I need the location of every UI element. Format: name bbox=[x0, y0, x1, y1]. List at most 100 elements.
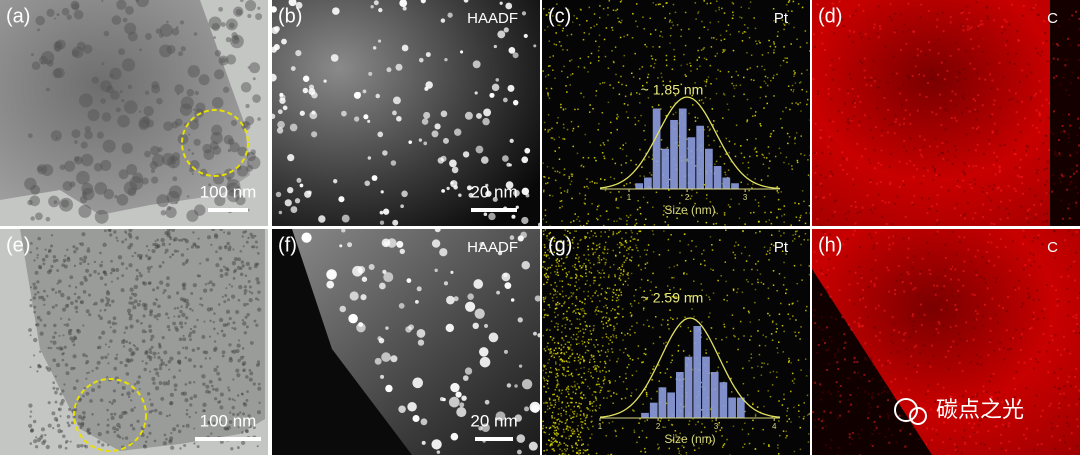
speck bbox=[740, 145, 742, 147]
speck bbox=[248, 425, 252, 429]
speck bbox=[861, 206, 864, 209]
speck bbox=[75, 310, 79, 314]
speck bbox=[848, 73, 851, 76]
speck bbox=[571, 446, 574, 449]
speck bbox=[569, 277, 572, 280]
speck bbox=[857, 95, 860, 98]
speck bbox=[236, 343, 241, 348]
speck bbox=[768, 219, 771, 221]
speck bbox=[547, 94, 549, 97]
speck bbox=[232, 378, 235, 381]
speck bbox=[141, 281, 146, 285]
speck bbox=[555, 293, 557, 295]
speck bbox=[216, 332, 219, 335]
speck bbox=[739, 16, 741, 18]
speck bbox=[620, 272, 622, 275]
speck bbox=[571, 241, 574, 244]
speck bbox=[114, 322, 118, 325]
speck bbox=[982, 35, 985, 38]
speck bbox=[589, 330, 592, 332]
speck bbox=[977, 45, 980, 48]
speck bbox=[120, 339, 126, 345]
speck bbox=[235, 368, 240, 373]
speck bbox=[584, 298, 586, 301]
speck bbox=[717, 69, 719, 71]
speck bbox=[164, 248, 169, 253]
speck bbox=[847, 323, 850, 326]
speck bbox=[557, 303, 559, 306]
speck bbox=[588, 361, 591, 364]
speck bbox=[156, 194, 170, 208]
speck bbox=[863, 76, 866, 79]
speck bbox=[757, 260, 759, 263]
speck bbox=[92, 303, 95, 306]
speck bbox=[568, 374, 570, 376]
speck bbox=[739, 84, 742, 86]
speck bbox=[567, 454, 570, 455]
speck bbox=[611, 351, 614, 353]
speck bbox=[592, 253, 594, 256]
speck bbox=[1045, 167, 1048, 170]
speck bbox=[186, 248, 189, 251]
speck bbox=[202, 402, 207, 408]
speck bbox=[1039, 203, 1042, 206]
speck bbox=[560, 200, 562, 203]
speck bbox=[905, 99, 908, 102]
speck bbox=[1060, 131, 1063, 134]
speck bbox=[725, 137, 728, 140]
speck bbox=[571, 197, 573, 200]
speck bbox=[159, 33, 164, 38]
speck bbox=[576, 452, 579, 455]
speck bbox=[1059, 154, 1062, 157]
speck bbox=[612, 87, 615, 89]
speck bbox=[542, 218, 545, 221]
speck bbox=[884, 45, 887, 48]
speck bbox=[876, 242, 879, 245]
speck bbox=[731, 17, 734, 20]
speck bbox=[817, 344, 820, 347]
speck bbox=[589, 403, 591, 405]
speck bbox=[136, 253, 141, 258]
speck bbox=[548, 433, 551, 436]
speck bbox=[593, 344, 595, 346]
speck bbox=[171, 27, 180, 36]
speck bbox=[598, 383, 600, 386]
speck bbox=[555, 273, 557, 276]
speck bbox=[544, 411, 547, 413]
speck bbox=[573, 230, 576, 232]
speck bbox=[552, 393, 554, 396]
speck bbox=[757, 205, 760, 207]
speck bbox=[842, 168, 845, 171]
speck bbox=[957, 48, 960, 51]
panel-label: (g) bbox=[548, 234, 572, 256]
speck bbox=[616, 312, 619, 314]
speck bbox=[598, 257, 600, 260]
particle bbox=[517, 317, 523, 323]
speck bbox=[931, 427, 934, 430]
speck bbox=[1000, 200, 1003, 203]
speck bbox=[669, 178, 671, 181]
speck bbox=[567, 346, 569, 349]
speck bbox=[113, 430, 117, 434]
speck bbox=[578, 407, 581, 409]
speck bbox=[588, 325, 591, 327]
speck bbox=[1008, 98, 1011, 101]
speck bbox=[644, 267, 647, 269]
speck bbox=[595, 399, 598, 401]
speck bbox=[605, 241, 607, 244]
speck bbox=[633, 238, 636, 240]
speck bbox=[649, 33, 652, 35]
particle bbox=[455, 391, 462, 398]
speck bbox=[243, 288, 248, 293]
speck bbox=[701, 253, 703, 255]
speck bbox=[822, 196, 825, 199]
speck bbox=[553, 311, 556, 314]
speck bbox=[99, 316, 103, 321]
speck bbox=[575, 296, 578, 298]
speck bbox=[771, 321, 774, 324]
speck bbox=[1059, 180, 1062, 183]
speck bbox=[557, 314, 559, 316]
speck bbox=[232, 277, 236, 280]
speck bbox=[832, 120, 835, 123]
speck bbox=[933, 42, 936, 45]
